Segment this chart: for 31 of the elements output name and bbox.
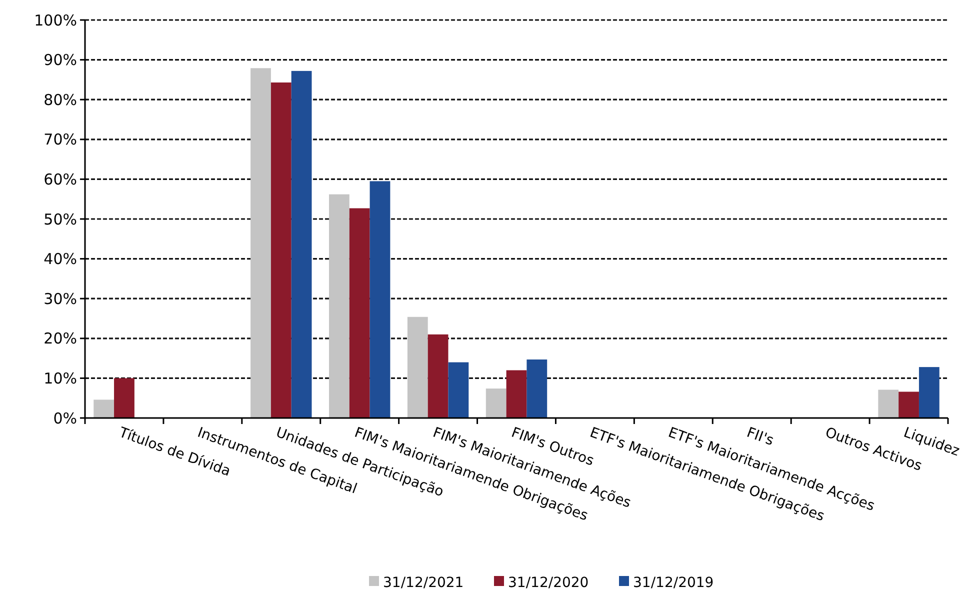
- bar: [898, 392, 919, 418]
- bar: [94, 400, 114, 418]
- y-tick-label: 30%: [44, 290, 77, 308]
- legend-label: 31/12/2019: [633, 574, 714, 591]
- bar: [448, 362, 469, 418]
- y-tick-label: 40%: [44, 250, 77, 268]
- legend-label: 31/12/2021: [383, 574, 464, 591]
- legend-label: 31/12/2020: [508, 574, 589, 591]
- y-tick-label: 0%: [53, 409, 77, 428]
- bar: [428, 334, 448, 418]
- bar: [526, 359, 548, 418]
- y-tick-label: 100%: [34, 11, 77, 30]
- bar: [328, 194, 350, 418]
- bar: [114, 378, 134, 418]
- bar: [270, 82, 292, 418]
- bar: [291, 70, 312, 418]
- bar: [918, 367, 940, 418]
- y-tick-label: 70%: [44, 130, 77, 149]
- bar: [486, 388, 506, 418]
- y-tick-label: 10%: [44, 369, 77, 388]
- y-tick-label: 50%: [44, 210, 77, 228]
- bar: [370, 181, 390, 418]
- bar: [407, 316, 428, 418]
- y-tick-label: 60%: [44, 170, 77, 188]
- bar: [349, 208, 370, 418]
- y-tick-label: 90%: [44, 51, 77, 70]
- bar: [878, 390, 899, 418]
- y-tick-label: 20%: [44, 330, 77, 348]
- bar: [506, 370, 527, 418]
- bar: [250, 68, 271, 418]
- y-tick-label: 80%: [44, 90, 77, 109]
